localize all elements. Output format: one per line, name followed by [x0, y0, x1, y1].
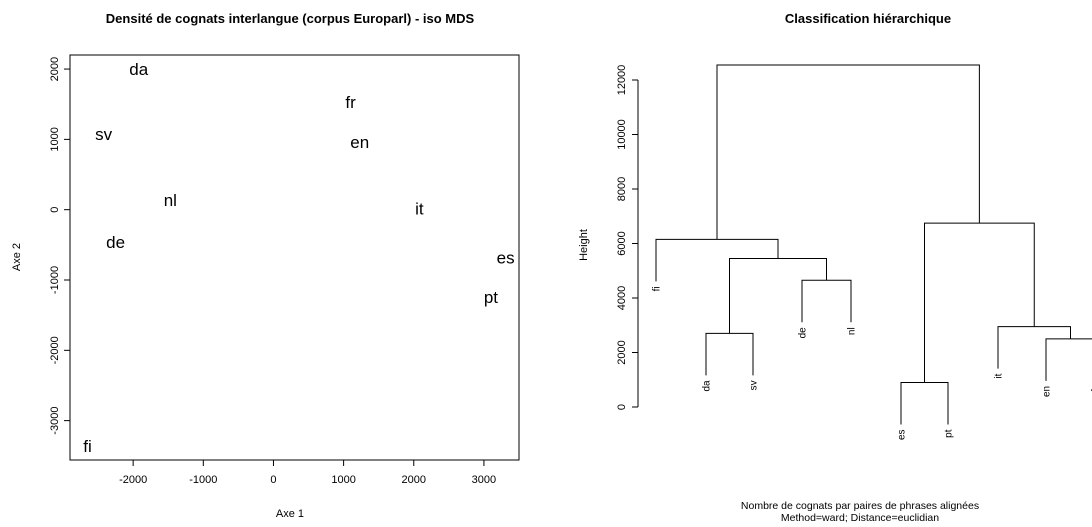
- dendrogram-link-en-fr: [1045, 338, 1092, 381]
- dendrogram-link-fi-da+sv+de+nl: [655, 238, 779, 282]
- dendrogram-link-fi+da+sv+de+nl-es+pt+it+en+fr: [716, 64, 980, 240]
- mds-y-tick-label: 1000: [49, 127, 61, 151]
- mds-point-nl: nl: [164, 191, 177, 210]
- mds-y-label: Axe 2: [11, 243, 23, 271]
- dendrogram-link-da-sv: [705, 332, 754, 376]
- dendrogram-leaf-en: en: [1042, 386, 1053, 397]
- mds-x-label: Axe 1: [276, 508, 304, 520]
- mds-y-tick-label: -3000: [49, 407, 61, 435]
- dendrogram-links: [655, 64, 1092, 425]
- dendrogram-y-tick-label: 2000: [616, 340, 628, 364]
- mds-points: da sv nl de fi fr en it es pt: [83, 60, 514, 456]
- mds-plot: Densité de cognats interlangue (corpus E…: [11, 11, 520, 520]
- mds-point-fi: fi: [83, 437, 92, 456]
- dendrogram-leaf-sv: sv: [749, 380, 760, 390]
- mds-x-tick-label: 1000: [331, 474, 355, 486]
- dendrogram-leaf-da: da: [702, 380, 713, 392]
- dendrogram-link-da+sv-de+nl: [729, 257, 827, 334]
- dendrogram-y-tick-label: 6000: [616, 231, 628, 255]
- dendrogram-y-label: Height: [578, 229, 590, 261]
- dendrogram-leaf-pt: pt: [944, 429, 955, 438]
- dendrogram-link-de-nl: [801, 279, 852, 323]
- mds-point-pt: pt: [484, 288, 498, 307]
- dendrogram-leaf-nl: nl: [847, 327, 858, 335]
- dendrogram-link-es-pt: [900, 381, 949, 425]
- mds-point-en: en: [350, 133, 369, 152]
- mds-point-sv: sv: [95, 125, 113, 144]
- mds-plot-frame: [69, 54, 520, 461]
- dendrogram-y-tick-label: 10000: [616, 119, 628, 150]
- mds-point-fr: fr: [345, 93, 356, 112]
- mds-point-da: da: [129, 60, 148, 79]
- mds-x-tick-label: -2000: [119, 474, 147, 486]
- mds-x-tick-label: 2000: [402, 474, 426, 486]
- dendrogram-leaf-it: it: [994, 373, 1005, 378]
- dendrogram: Classification hiérarchique 0 2000 4000 600…: [578, 11, 1092, 524]
- dendrogram-subtitle-2: Method=ward; Distance=euclidian: [781, 512, 939, 524]
- dendrogram-subtitle-1: Nombre de cognats par paires de phrases …: [741, 500, 979, 512]
- dendrogram-title: Classification hiérarchique: [785, 11, 951, 26]
- mds-point-de: de: [106, 233, 125, 252]
- dendrogram-link-it-en+fr: [997, 326, 1071, 369]
- dendrogram-leaf-de: de: [798, 327, 809, 339]
- mds-y-tick-label: -2000: [49, 336, 61, 364]
- mds-y-axis: 2000 1000 0 -1000 -2000 -3000: [49, 57, 70, 435]
- dendrogram-leaf-fr: fr: [1091, 385, 1092, 392]
- dendrogram-y-tick-label: 4000: [616, 286, 628, 310]
- mds-x-tick-label: -1000: [189, 474, 217, 486]
- mds-x-tick-label: 0: [270, 474, 276, 486]
- dendrogram-y-tick-label: 12000: [616, 65, 628, 96]
- mds-y-tick-label: 0: [49, 207, 61, 213]
- mds-x-axis: -2000 -1000 0 1000 2000 3000: [119, 460, 496, 486]
- dendrogram-link-es+pt-it+en+fr: [924, 222, 1035, 383]
- dendrogram-leaf-es: es: [897, 429, 908, 440]
- dendrogram-y-axis: 0 2000 4000 6000 8000 10000 12000: [616, 65, 639, 410]
- mds-x-tick-label: 3000: [472, 474, 496, 486]
- dendrogram-leaf-labels: fi da sv de nl es pt it en fr: [652, 286, 1092, 440]
- mds-y-tick-label: -1000: [49, 266, 61, 294]
- mds-point-es: es: [497, 249, 515, 268]
- dendrogram-leaf-fi: fi: [652, 286, 663, 291]
- dendrogram-y-tick-label: 8000: [616, 177, 628, 201]
- mds-title: Densité de cognats interlangue (corpus E…: [106, 11, 475, 26]
- mds-y-tick-label: 2000: [49, 57, 61, 81]
- dendrogram-y-tick-label: 0: [616, 404, 628, 410]
- mds-point-it: it: [415, 199, 424, 218]
